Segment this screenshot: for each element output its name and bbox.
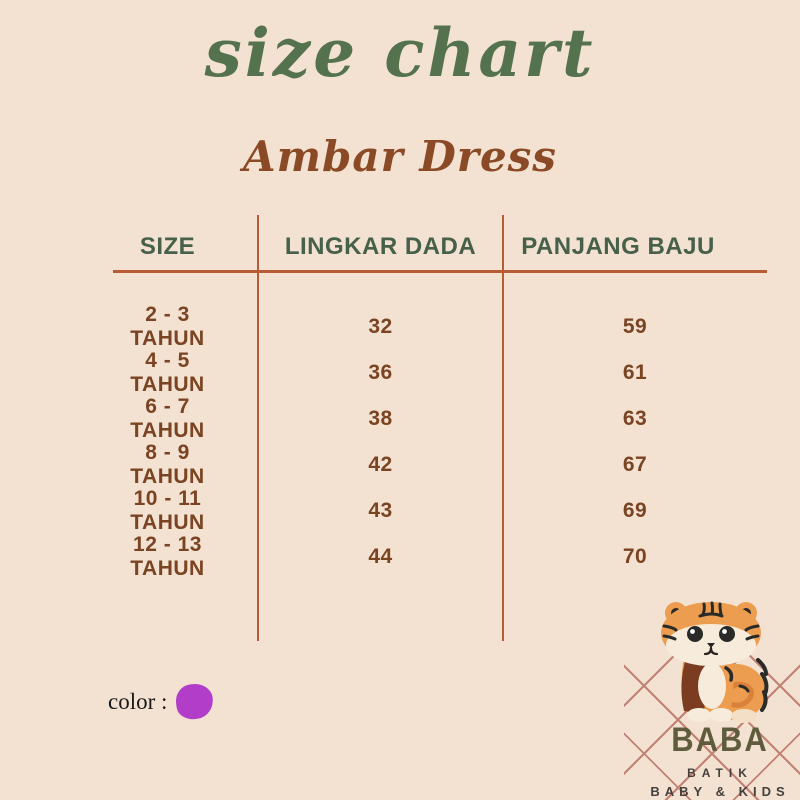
table-row-panjang-baju: 67 — [622, 453, 648, 476]
column-header-size: SIZE — [139, 233, 196, 260]
table-body: 2 - 3 TAHUN 32 59 4 - 5 TAHUN 36 61 6 - … — [113, 303, 767, 580]
table-header-underline — [113, 270, 767, 273]
table-row-size: 12 - 13 TAHUN — [130, 533, 205, 580]
table-row-lingkar-dada: 42 — [368, 453, 393, 476]
table-row-panjang-baju: 69 — [622, 499, 648, 522]
table-row-lingkar-dada: 43 — [368, 499, 393, 522]
table-row-lingkar-dada: 38 — [368, 407, 393, 430]
table-row-lingkar-dada: 32 — [368, 315, 393, 338]
table-row-panjang-baju: 61 — [622, 361, 648, 384]
table-row-panjang-baju: 59 — [622, 315, 648, 338]
color-swatch-purple — [174, 681, 216, 722]
table-row-size: 8 - 9 TAHUN — [130, 441, 205, 488]
brand-tagline-baby-kids: BABY & KIDS — [650, 784, 790, 799]
table-row-lingkar-dada: 44 — [368, 545, 393, 568]
color-note: color : — [108, 681, 216, 722]
table-row-size: 10 - 11 TAHUN — [130, 487, 205, 534]
table-row-panjang-baju: 63 — [622, 407, 648, 430]
table-divider-vertical-1 — [257, 215, 259, 641]
table-row-size: 4 - 5 TAHUN — [130, 349, 205, 396]
page-title: size chart — [204, 14, 596, 92]
table-row-size: 6 - 7 TAHUN — [130, 395, 205, 442]
product-name: Ambar Dress — [243, 132, 557, 181]
brand-tagline-batik: BATIK — [687, 766, 753, 780]
table-row-size: 2 - 3 TAHUN — [130, 303, 205, 350]
color-label: color : — [108, 688, 168, 714]
brand-name: BABA — [671, 719, 769, 760]
table-row-lingkar-dada: 36 — [368, 361, 393, 384]
tiger-mascot-icon — [661, 601, 769, 723]
column-header-lingkar-dada: LINGKAR DADA — [284, 233, 477, 260]
table-divider-vertical-2 — [502, 215, 504, 641]
table-header-row: SIZE LINGKAR DADA PANJANG BAJU — [113, 233, 767, 261]
table-row-panjang-baju: 70 — [622, 545, 648, 568]
column-header-panjang-baju: PANJANG BAJU — [521, 233, 715, 260]
